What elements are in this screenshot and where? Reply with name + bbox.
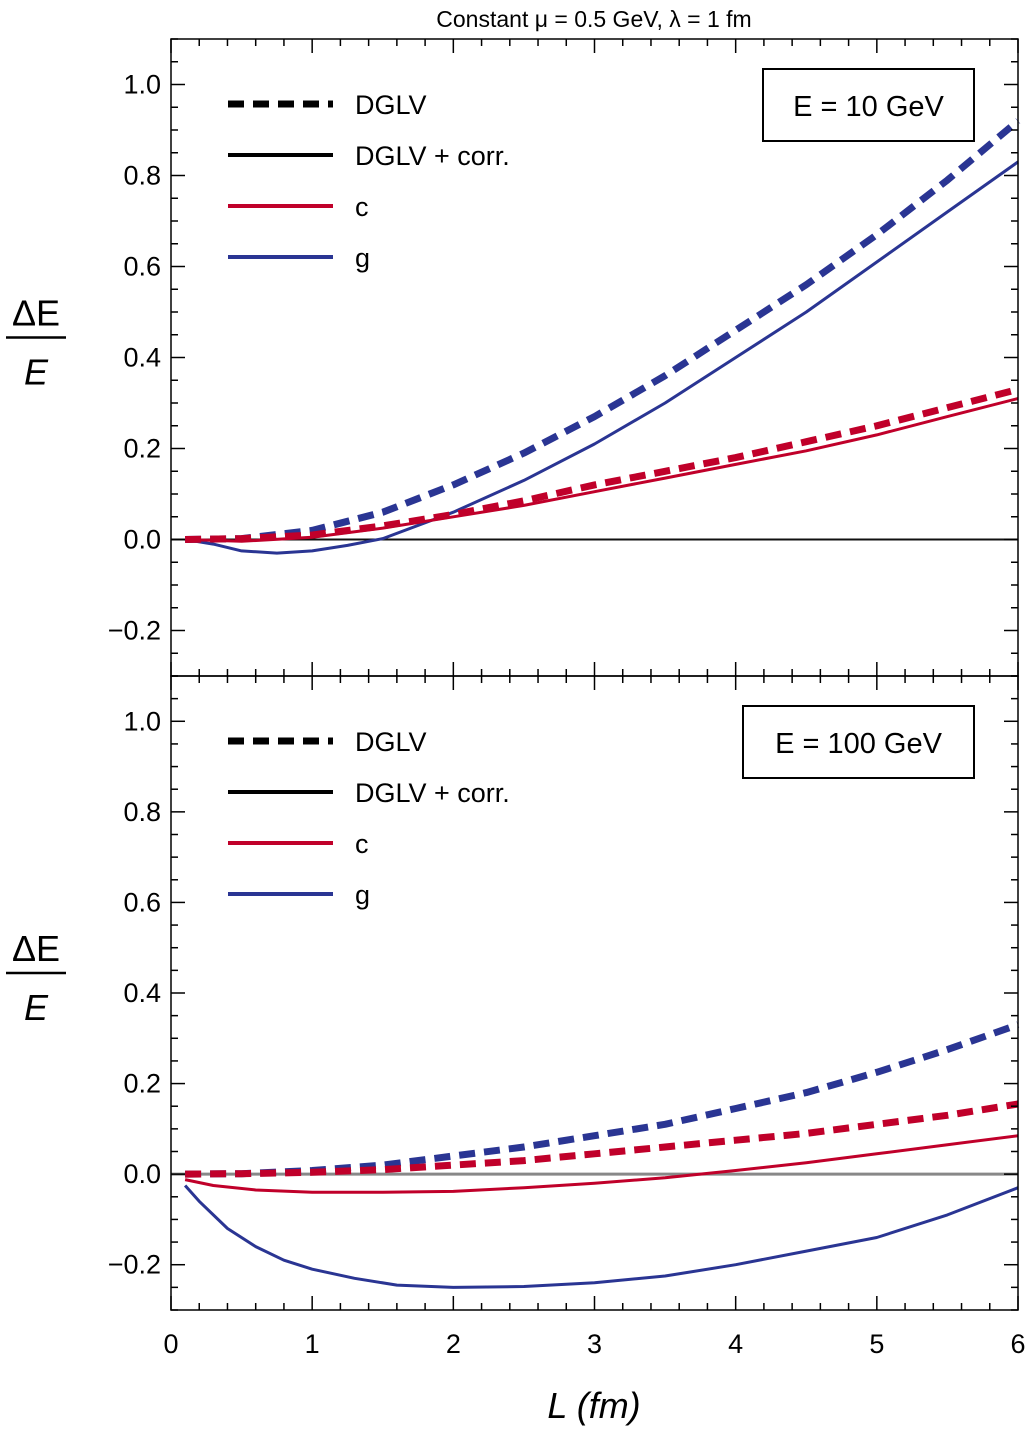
legend-label: c: [355, 192, 369, 222]
x-tick-label: 3: [587, 1329, 602, 1359]
y-tick-label: 0.6: [123, 252, 161, 282]
series-g-dglv: [185, 118, 1021, 543]
y-axis-title-denominator: E: [24, 352, 49, 393]
energy-label-box: [742, 705, 975, 779]
y-tick-label: 0.4: [123, 978, 161, 1008]
chart-title: Constant μ = 0.5 GeV, λ = 1 fm: [436, 6, 751, 32]
x-tick-label: 6: [1010, 1329, 1025, 1359]
y-axis-title-numerator: ΔE: [12, 293, 60, 334]
x-tick-label: 4: [728, 1329, 743, 1359]
energy-label-box: [762, 68, 975, 142]
legend-label: DGLV + corr.: [355, 778, 510, 808]
y-tick-label: 0.8: [123, 797, 161, 827]
series-g-dglv-corr: [183, 1184, 1019, 1289]
legend-label: c: [355, 829, 369, 859]
y-tick-label: 0.2: [123, 434, 161, 464]
legend-label: g: [355, 880, 370, 910]
x-tick-label: 5: [869, 1329, 884, 1359]
y-tick-label: −0.2: [108, 1250, 161, 1280]
legend-label: DGLV + corr.: [355, 141, 510, 171]
y-tick-label: 0.2: [123, 1069, 161, 1099]
series-c-dglv-corr: [185, 397, 1019, 543]
y-tick-label: 1.0: [123, 70, 161, 100]
series-c-dglv: [185, 1100, 1019, 1178]
y-tick-label: 0.0: [123, 525, 161, 555]
x-tick-label: 0: [163, 1329, 178, 1359]
series-c-dglv-corr: [184, 1134, 1019, 1194]
x-axis-title: L (fm): [547, 1385, 640, 1426]
energy-label: E = 10 GeV: [793, 91, 944, 123]
panel-top: −0.2 0.0 0.2 0.4 0.6 0.8 1.0 ΔE E DGLV DGLV + corr…: [6, 38, 1021, 677]
y-tick-label: 0.8: [123, 161, 161, 191]
x-tick-label: 1: [305, 1329, 320, 1359]
y-tick-label: 0.0: [123, 1159, 161, 1189]
series-c-dglv: [185, 386, 1019, 543]
legend-label: DGLV: [355, 727, 427, 757]
series-g-dglv-corr: [184, 160, 1019, 555]
y-axis-title-denominator: E: [24, 987, 49, 1028]
panel-bottom: −0.2 0.0 0.2 0.4 0.6 0.8 1.0 0 1 2 3 4 5 6 ΔE E DGLV DGLV…: [6, 675, 1026, 1359]
legend-label: g: [355, 243, 370, 273]
x-tick-label: 2: [446, 1329, 461, 1359]
legend-label: DGLV: [355, 90, 427, 120]
y-tick-label: −0.2: [108, 616, 161, 646]
y-tick-label: 1.0: [123, 706, 161, 736]
energy-label: E = 100 GeV: [775, 728, 943, 760]
y-tick-label: 0.6: [123, 887, 161, 917]
y-tick-label: 0.4: [123, 343, 161, 373]
y-axis-title-numerator: ΔE: [12, 928, 60, 969]
